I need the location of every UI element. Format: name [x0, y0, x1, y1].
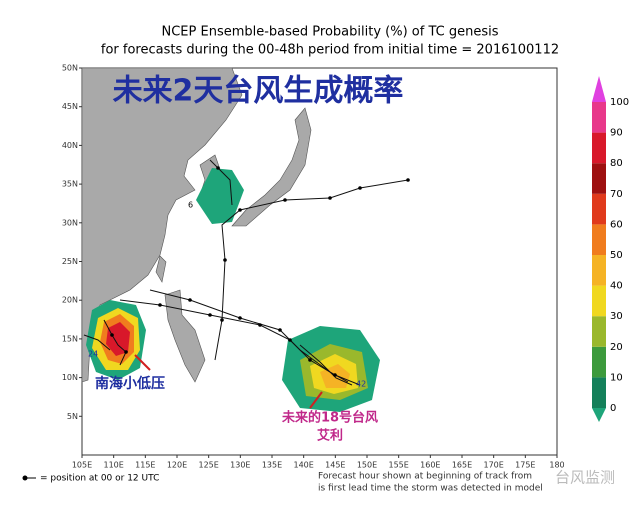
annotation: 艾利: [317, 428, 343, 444]
footer-note: is first lead time the storm was detecte…: [318, 484, 543, 494]
colorbar-segment: [592, 193, 606, 225]
colorbar-end: [592, 408, 606, 422]
lat-label: 30N: [62, 218, 78, 227]
lon-label: 150E: [357, 461, 377, 470]
title: NCEP Ensemble-based Probability (%) of T…: [162, 25, 499, 40]
lon-label: 125E: [199, 461, 219, 470]
lon-label: 145E: [325, 461, 345, 470]
lon-label: 175E: [515, 461, 535, 470]
lon-label: 115E: [135, 461, 155, 470]
track-point: [208, 313, 212, 317]
land: [81, 67, 312, 383]
colorbar-segment: [592, 224, 606, 255]
colorbar-segment: [592, 255, 606, 286]
track-point: [333, 373, 337, 377]
colorbar-label: 70: [610, 189, 623, 200]
colorbar-segment: [592, 132, 606, 164]
lon-label: 180: [549, 461, 564, 470]
track-point: [188, 298, 192, 302]
subtitle: for forecasts during the 00-48h period f…: [101, 43, 559, 58]
track-point: [328, 196, 332, 200]
annotation: 未来的18号台风: [281, 410, 378, 426]
lat-label: 25N: [62, 257, 78, 266]
colorbar-label: 30: [610, 311, 623, 322]
track-point: [158, 303, 162, 307]
footer-note: Forecast hour shown at beginning of trac…: [318, 472, 532, 482]
lat-label: 45N: [62, 102, 78, 111]
colorbar-segment: [592, 102, 606, 133]
colorbar-label: 50: [610, 250, 623, 261]
lat-label: 10N: [62, 373, 78, 382]
colorbar-segment: [592, 163, 606, 194]
colorbar-label: 10: [610, 372, 623, 383]
track-point: [220, 318, 224, 322]
lon-label: 160E: [420, 461, 440, 470]
track-label: 6: [188, 201, 193, 210]
lon-label: 120E: [167, 461, 187, 470]
lon-label: 165E: [452, 461, 472, 470]
colorbar-label: 20: [610, 342, 623, 353]
track-point: [258, 323, 262, 327]
track-point: [283, 198, 287, 202]
track-point: [288, 338, 292, 342]
colorbar-segment: [592, 377, 606, 408]
track-point: [238, 316, 242, 320]
lat-label: 50N: [62, 64, 78, 73]
track-point: [308, 358, 312, 362]
track-point: [358, 186, 362, 190]
overlay-title: 未来2天台风生成概率: [113, 74, 404, 109]
track-point: [216, 166, 220, 170]
track-point: [110, 333, 114, 337]
track-point: [124, 350, 128, 354]
colorbar-label: 80: [610, 158, 623, 169]
track-point: [278, 328, 282, 332]
lat-label: 35N: [62, 180, 78, 189]
lon-label: 130E: [230, 461, 250, 470]
lon-label: 110E: [104, 461, 124, 470]
colorbar-label: 40: [610, 281, 623, 292]
track-point: [406, 178, 410, 182]
track-label: 42: [356, 380, 366, 389]
colorbar-label: 90: [610, 128, 623, 139]
colorbar-segment: [592, 346, 606, 378]
lon-label: 105E: [72, 461, 92, 470]
lat-label: 40N: [62, 141, 78, 150]
track-point: [238, 208, 242, 212]
lat-label: 20N: [62, 296, 78, 305]
colorbar-end: [592, 76, 606, 102]
lon-label: 170E: [484, 461, 504, 470]
colorbar-label: 100: [610, 97, 629, 108]
lat-label: 5N: [67, 412, 78, 421]
colorbar-label: 60: [610, 219, 623, 230]
lon-label: 155E: [389, 461, 409, 470]
watermark: 台风监测: [555, 469, 615, 487]
arrow: [309, 391, 323, 409]
colorbar-segment: [592, 316, 606, 347]
colorbar-label: 0: [610, 403, 616, 414]
lon-label: 135E: [262, 461, 282, 470]
footer-legend: = position at 00 or 12 UTC: [40, 474, 159, 484]
track-label: 24: [88, 350, 98, 359]
colorbar-segment: [592, 285, 606, 317]
track-point: [223, 258, 227, 262]
lon-label: 140E: [294, 461, 314, 470]
annotation: 南海小低压: [95, 375, 165, 392]
arrow: [134, 354, 151, 371]
lat-label: 15N: [62, 334, 78, 343]
